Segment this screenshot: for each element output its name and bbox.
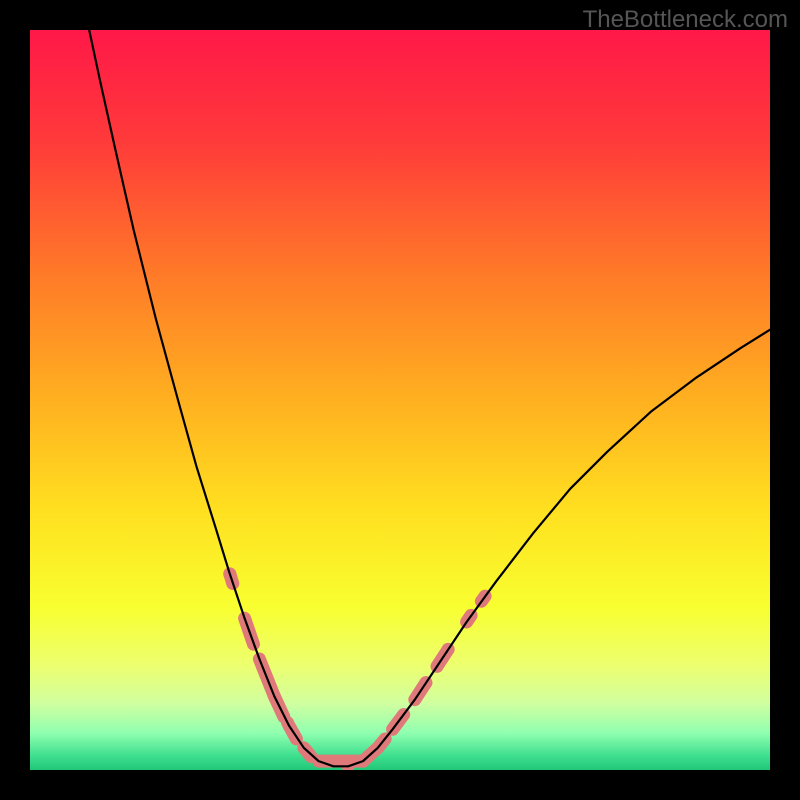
plot-area [30, 30, 770, 770]
chart-frame: TheBottleneck.com [0, 0, 800, 800]
chart-svg [30, 30, 770, 770]
watermark-text: TheBottleneck.com [583, 6, 788, 34]
gradient-background [30, 30, 770, 770]
